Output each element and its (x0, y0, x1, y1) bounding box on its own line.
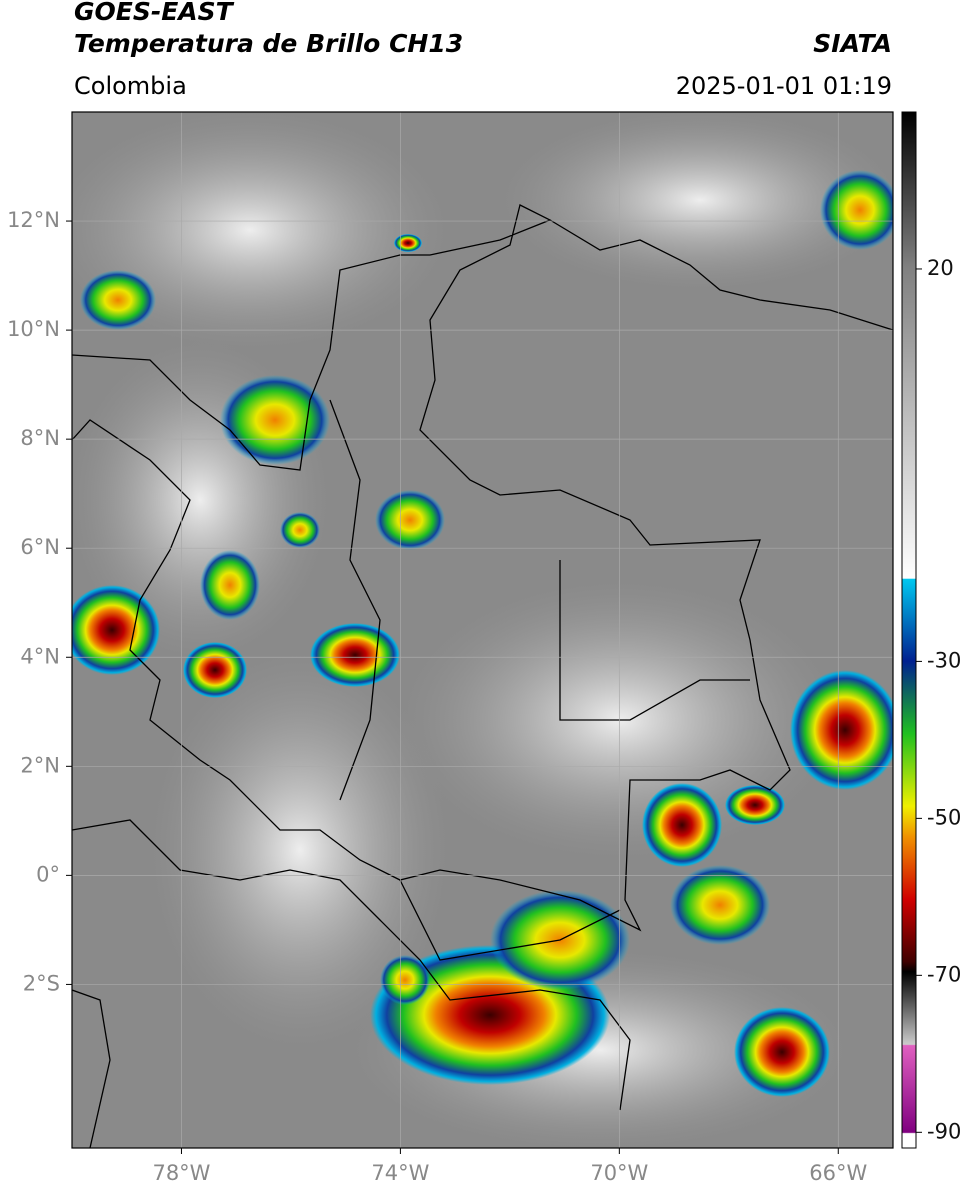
y-tick-label: 10°N (7, 317, 60, 341)
x-tick-label: 74°W (371, 1161, 429, 1185)
y-tick-label: 2°S (23, 971, 60, 995)
colorbar-tick-label: -30 (927, 648, 961, 672)
colorbar-tick-label: -70 (927, 962, 961, 986)
datetime: 2025-01-01 01:19 (676, 72, 892, 100)
title: GOES-EAST (74, 0, 235, 26)
y-tick-label: 12°N (7, 208, 60, 232)
y-tick-label: 2°N (20, 753, 60, 777)
region: Colombia (74, 72, 187, 100)
satellite-image (72, 112, 893, 1148)
x-tick-label: 70°W (590, 1161, 648, 1185)
source: SIATA (813, 29, 892, 58)
x-tick-label: 66°W (809, 1161, 867, 1185)
colorbar-tick-label: 20 (927, 256, 954, 280)
x-tick-label: 78°W (152, 1161, 210, 1185)
map-frame (71, 111, 894, 1149)
subtitle: Temperatura de Brillo CH13 (74, 29, 463, 58)
colorbar-tick-label: -50 (927, 805, 961, 829)
y-tick-label: 0° (36, 862, 60, 886)
y-tick-label: 6°N (20, 535, 60, 559)
colorbar-tick-label: -90 (927, 1119, 961, 1143)
colorbar (901, 111, 917, 1149)
y-tick-label: 8°N (20, 426, 60, 450)
y-tick-label: 4°N (20, 644, 60, 668)
